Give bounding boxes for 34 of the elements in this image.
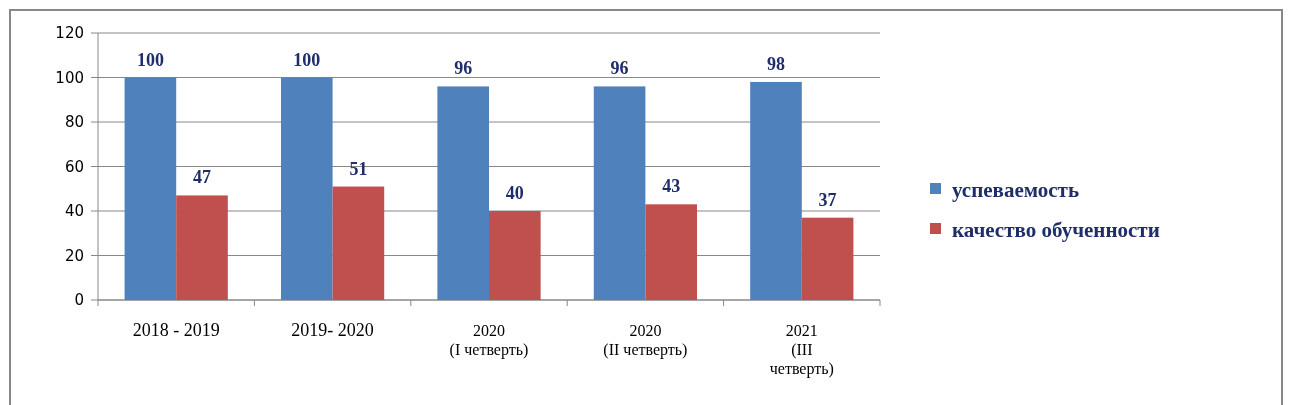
bar bbox=[750, 81, 802, 300]
x-tick-label: 2020 (I четверть) bbox=[449, 322, 529, 359]
data-label: 43 bbox=[662, 176, 681, 197]
data-label: 47 bbox=[193, 167, 212, 188]
bar bbox=[437, 86, 489, 300]
x-tick-label: 2020 (II четверть) bbox=[603, 322, 688, 359]
x-tick-label: 2021 (III четверть) bbox=[769, 322, 834, 378]
bar bbox=[176, 195, 228, 300]
y-tick-label: 80 bbox=[64, 113, 84, 132]
bar bbox=[489, 211, 541, 300]
bar bbox=[645, 204, 698, 300]
y-tick-label: 100 bbox=[55, 68, 84, 87]
data-label: 100 bbox=[293, 49, 321, 70]
data-label: 96 bbox=[454, 58, 473, 79]
bar bbox=[124, 77, 177, 300]
y-tick-label: 60 bbox=[64, 157, 84, 176]
bar bbox=[801, 217, 854, 300]
bar bbox=[280, 77, 333, 300]
y-tick-label: 120 bbox=[55, 24, 84, 43]
bar bbox=[593, 86, 646, 300]
y-tick-label: 20 bbox=[64, 246, 84, 265]
y-tick-label: 40 bbox=[64, 202, 84, 221]
data-label: 98 bbox=[766, 53, 785, 74]
data-label: 40 bbox=[505, 183, 524, 203]
data-label: 37 bbox=[818, 189, 837, 210]
x-tick-label: 2019- 2020 bbox=[291, 320, 374, 340]
bar bbox=[332, 186, 385, 300]
legend-label: качество обученности bbox=[952, 218, 1160, 243]
y-tick-label: 0 bbox=[74, 291, 84, 310]
data-label: 100 bbox=[136, 49, 164, 70]
legend-label: успеваемость bbox=[952, 178, 1080, 203]
x-tick-label: 2018 - 2019 bbox=[132, 320, 220, 340]
data-label: 96 bbox=[610, 58, 629, 79]
data-label: 51 bbox=[349, 158, 368, 179]
